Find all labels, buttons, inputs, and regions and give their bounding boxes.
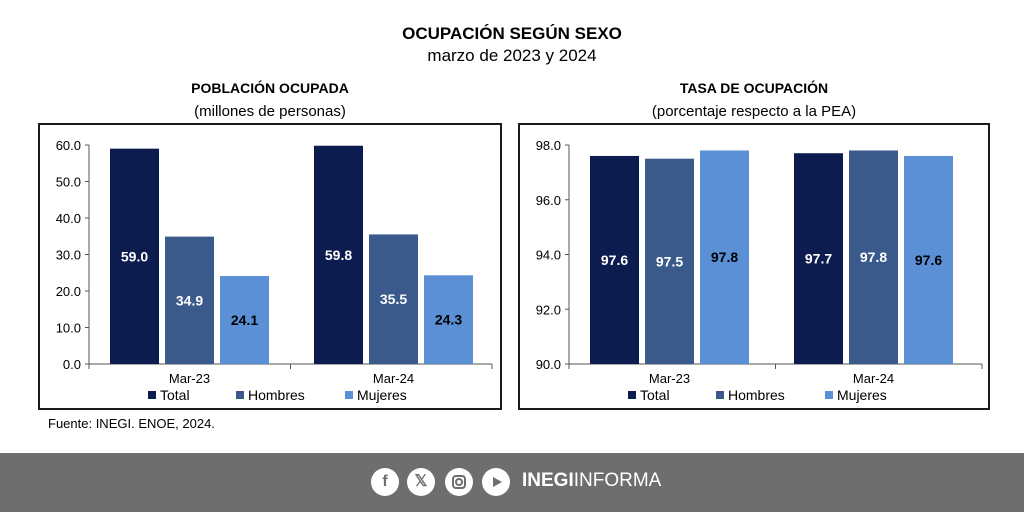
chart-1-subtitle: (millones de personas) bbox=[194, 103, 346, 120]
y-tick-label: 96.0 bbox=[536, 193, 561, 208]
legend-label-mujeres: Mujeres bbox=[837, 387, 887, 403]
y-tick-label: 10.0 bbox=[56, 321, 81, 336]
bar-value-label: 24.1 bbox=[231, 312, 258, 328]
chart-2-subtitle: (porcentaje respecto a la PEA) bbox=[651, 103, 857, 120]
footer-bar: f 𝕏 INEGIINFORMA bbox=[0, 453, 1024, 512]
facebook-icon[interactable]: f bbox=[371, 468, 399, 496]
y-tick-label: 60.0 bbox=[56, 138, 81, 153]
x-category-label: Mar-23 bbox=[169, 371, 210, 386]
bar-value-label: 59.8 bbox=[325, 247, 352, 263]
chart-2-svg: 90.0 92.0 94.0 96.0 98.0 97.6 97.5 97.8 Mar-23 97… bbox=[536, 138, 983, 403]
chart-1-svg: 0.0 10.0 20.0 30.0 40.0 50.0 60.0 59.0 34.9 24.1 M… bbox=[56, 138, 493, 403]
y-tick-label: 30.0 bbox=[56, 248, 81, 263]
bar-mujeres-mar-24 bbox=[904, 155, 953, 364]
bar-hombres-mar-24 bbox=[369, 234, 418, 364]
y-tick-label: 98.0 bbox=[536, 138, 561, 153]
bar-value-label: 34.9 bbox=[176, 292, 203, 308]
bar-value-label: 97.6 bbox=[915, 252, 942, 268]
legend-swatch-total bbox=[628, 391, 636, 399]
y-tick-label: 90.0 bbox=[536, 357, 561, 372]
bar-hombres-mar-23 bbox=[645, 158, 694, 364]
bar-mujeres-mar-23 bbox=[700, 150, 749, 364]
legend-swatch-hombres bbox=[716, 391, 724, 399]
bar-hombres-mar-24 bbox=[849, 150, 898, 364]
bar-value-label: 59.0 bbox=[121, 248, 148, 264]
x-icon[interactable]: 𝕏 bbox=[407, 468, 435, 496]
bar-total-mar-23 bbox=[590, 155, 639, 364]
legend-label-hombres: Hombres bbox=[248, 387, 305, 403]
bar-total-mar-23 bbox=[110, 148, 159, 364]
legend-swatch-mujeres bbox=[825, 391, 833, 399]
instagram-icon[interactable] bbox=[445, 468, 473, 496]
x-category-label: Mar-24 bbox=[373, 371, 414, 386]
page-subtitle: marzo de 2023 y 2024 bbox=[427, 46, 597, 65]
chart-1-panel: 0.0 10.0 20.0 30.0 40.0 50.0 60.0 59.0 34.9 24.1 M… bbox=[38, 123, 502, 410]
legend-label-hombres: Hombres bbox=[728, 387, 785, 403]
bar-value-label: 97.6 bbox=[601, 252, 628, 268]
page-title: OCUPACIÓN SEGÚN SEXO bbox=[402, 24, 622, 43]
bar-total-mar-24 bbox=[314, 145, 363, 364]
y-tick-label: 20.0 bbox=[56, 284, 81, 299]
y-tick-label: 50.0 bbox=[56, 175, 81, 190]
bar-value-label: 35.5 bbox=[380, 291, 407, 307]
bar-value-label: 97.8 bbox=[711, 249, 738, 265]
source-note: Fuente: INEGI. ENOE, 2024. bbox=[48, 416, 215, 431]
y-tick-label: 94.0 bbox=[536, 248, 561, 263]
bar-mujeres-mar-24 bbox=[424, 275, 473, 364]
chart-2-panel: 90.0 92.0 94.0 96.0 98.0 97.6 97.5 97.8 Mar-23 97… bbox=[518, 123, 990, 410]
bar-value-label: 97.5 bbox=[656, 253, 683, 269]
x-category-label: Mar-23 bbox=[649, 371, 690, 386]
bar-mujeres-mar-23 bbox=[220, 276, 269, 364]
y-tick-label: 0.0 bbox=[63, 357, 81, 372]
legend-label-mujeres: Mujeres bbox=[357, 387, 407, 403]
bar-value-label: 97.8 bbox=[860, 249, 887, 265]
bar-total-mar-24 bbox=[794, 153, 843, 364]
legend-swatch-hombres bbox=[236, 391, 244, 399]
legend-swatch-mujeres bbox=[345, 391, 353, 399]
brand-logo: INEGIINFORMA bbox=[522, 470, 662, 491]
chart-1-title: POBLACIÓN OCUPADA bbox=[191, 80, 349, 96]
bar-hombres-mar-23 bbox=[165, 236, 214, 364]
y-tick-label: 92.0 bbox=[536, 302, 561, 317]
x-category-label: Mar-24 bbox=[853, 371, 894, 386]
youtube-icon[interactable] bbox=[482, 468, 510, 496]
bar-value-label: 24.3 bbox=[435, 312, 462, 328]
chart-2-title: TASA DE OCUPACIÓN bbox=[679, 80, 829, 96]
y-tick-label: 40.0 bbox=[56, 211, 81, 226]
bar-value-label: 97.7 bbox=[805, 251, 832, 267]
legend-label-total: Total bbox=[640, 387, 670, 403]
legend-swatch-total bbox=[148, 391, 156, 399]
legend-label-total: Total bbox=[160, 387, 190, 403]
